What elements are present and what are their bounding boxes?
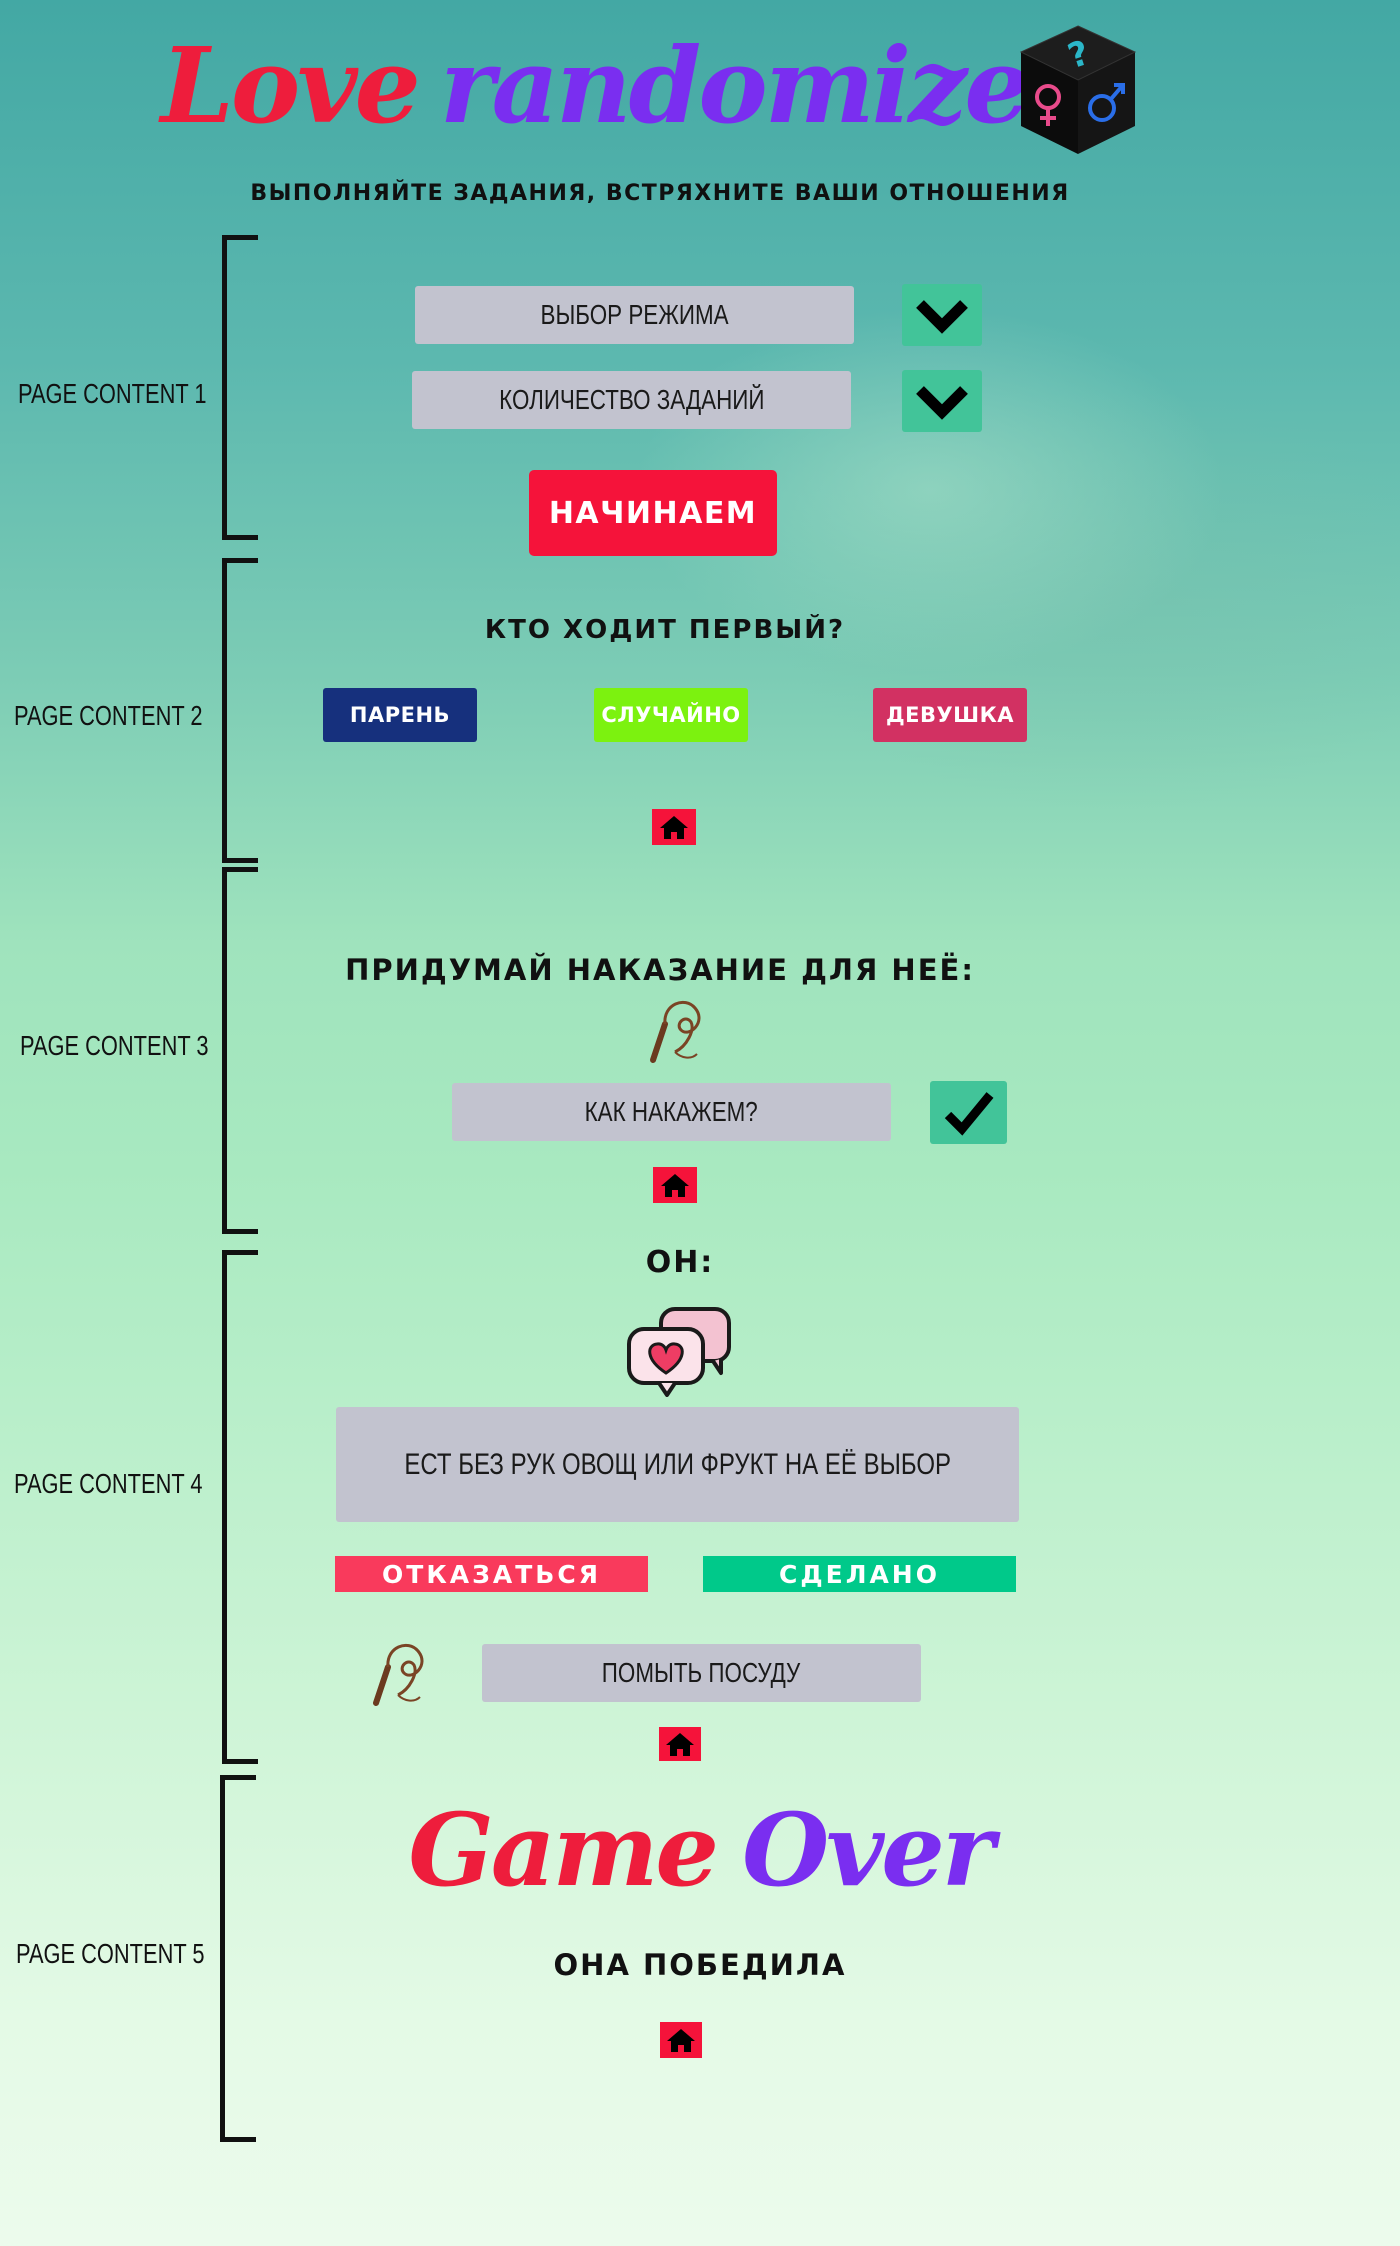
- home-button-5[interactable]: [660, 2022, 702, 2058]
- punishment-input[interactable]: КАК НАКАЖЕМ?: [452, 1083, 891, 1141]
- home-button-3[interactable]: [653, 1167, 697, 1203]
- section-label-3: PAGE CONTENT 3: [20, 1030, 209, 1061]
- mode-select-label: ВЫБОР РЕЖИМА: [540, 299, 729, 330]
- section-bracket-2: [222, 558, 258, 863]
- who-goes-first-heading: КТО ХОДИТ ПЕРВЫЙ?: [484, 615, 846, 645]
- mode-dropdown-button[interactable]: [902, 284, 982, 346]
- home-button-2[interactable]: [652, 809, 696, 845]
- current-player-label: ОН:: [645, 1244, 715, 1280]
- section-label-5: PAGE CONTENT 5: [16, 1938, 205, 1969]
- gender-dice-icon: ?: [1019, 25, 1137, 154]
- app-title-randomizer: randomizer: [439, 23, 1082, 147]
- assigned-punishment: ПОМЫТЬ ПОСУДУ: [482, 1644, 921, 1702]
- guy-button[interactable]: ПАРЕНЬ: [323, 688, 477, 742]
- chevron-down-icon: [916, 300, 968, 334]
- home-icon: [667, 2029, 695, 2052]
- punishment-input-label: КАК НАКАЖЕМ?: [584, 1096, 759, 1127]
- task-count-dropdown-button[interactable]: [902, 370, 982, 432]
- start-button[interactable]: НАЧИНАЕМ: [529, 470, 777, 556]
- whip-icon: [373, 1644, 424, 1706]
- task-text: ЕСТ БЕЗ РУК ОВОЩ ИЛИ ФРУКТ НА ЕЁ ВЫБОР: [404, 1447, 951, 1481]
- chevron-down-icon: [916, 386, 968, 420]
- task-count-label: КОЛИЧЕСТВО ЗАДАНИЙ: [498, 384, 765, 415]
- refuse-button[interactable]: ОТКАЗАТЬСЯ: [335, 1556, 648, 1592]
- mode-select[interactable]: ВЫБОР РЕЖИМА: [415, 286, 854, 344]
- girl-button[interactable]: ДЕВУШКА: [873, 688, 1027, 742]
- confirm-punishment-button[interactable]: [930, 1081, 1007, 1144]
- whip-icon: [650, 1001, 701, 1063]
- section-label-1: PAGE CONTENT 1: [18, 378, 207, 409]
- app-title: Love randomizer: [161, 24, 1083, 147]
- done-button[interactable]: СДЕЛАНО: [703, 1556, 1016, 1592]
- assigned-punishment-label: ПОМЫТЬ ПОСУДУ: [602, 1657, 801, 1688]
- home-icon: [661, 1174, 689, 1197]
- section-bracket-1: [222, 235, 258, 540]
- winner-label: ОНА ПОБЕДИЛА: [553, 1948, 847, 1982]
- section-bracket-4: [222, 1250, 258, 1764]
- checkmark-icon: [944, 1091, 993, 1136]
- game-over-over: Over: [742, 1791, 995, 1909]
- section-bracket-3: [222, 867, 258, 1234]
- game-over-title: Game Over: [408, 1790, 994, 1910]
- task-card: ЕСТ БЕЗ РУК ОВОЩ ИЛИ ФРУКТ НА ЕЁ ВЫБОР: [336, 1407, 1019, 1522]
- punishment-heading: ПРИДУМАЙ НАКАЗАНИЕ ДЛЯ НЕЁ:: [345, 953, 975, 987]
- home-icon: [666, 1733, 694, 1756]
- app-subtitle: ВЫПОЛНЯЙТЕ ЗАДАНИЯ, ВСТРЯХНИТЕ ВАШИ ОТНО…: [250, 180, 1070, 206]
- random-button[interactable]: СЛУЧАЙНО: [594, 688, 748, 742]
- game-over-game: Game: [408, 1791, 719, 1909]
- section-label-2: PAGE CONTENT 2: [14, 700, 203, 731]
- task-count-select[interactable]: КОЛИЧЕСТВО ЗАДАНИЙ: [412, 371, 851, 429]
- app-title-love: Love: [160, 23, 421, 147]
- section-bracket-5: [220, 1775, 256, 2142]
- home-button-4[interactable]: [659, 1727, 701, 1761]
- love-chat-icon: [627, 1307, 731, 1397]
- home-icon: [660, 816, 688, 839]
- section-label-4: PAGE CONTENT 4: [14, 1468, 203, 1499]
